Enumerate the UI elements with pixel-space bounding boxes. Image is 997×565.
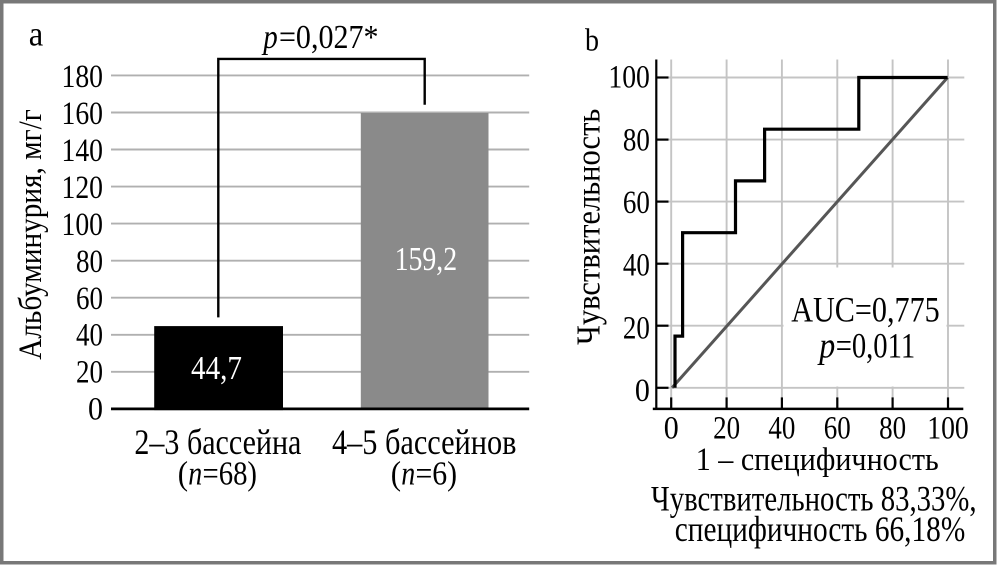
svg-text:44,7: 44,7 xyxy=(191,350,242,387)
svg-text:=0,027*: =0,027* xyxy=(279,19,379,56)
svg-text:60: 60 xyxy=(824,411,851,447)
svg-text:140: 140 xyxy=(62,133,104,169)
svg-text:p: p xyxy=(817,325,836,365)
svg-text:20: 20 xyxy=(713,411,740,447)
svg-text:160: 160 xyxy=(62,96,104,132)
svg-text:1 – специфичность: 1 – специфичность xyxy=(696,442,939,478)
svg-text:80: 80 xyxy=(879,411,906,447)
svg-text:80: 80 xyxy=(76,244,103,280)
svg-text:60: 60 xyxy=(623,185,650,221)
svg-text:120: 120 xyxy=(62,170,104,206)
svg-text:n: n xyxy=(188,456,202,493)
svg-text:20: 20 xyxy=(76,355,103,391)
svg-text:180: 180 xyxy=(62,59,104,95)
svg-text:80: 80 xyxy=(623,122,650,158)
svg-text:100: 100 xyxy=(927,411,969,447)
svg-text:Чувствительность 83,33%,: Чувствительность 83,33%, xyxy=(651,479,977,519)
svg-text:=0,011: =0,011 xyxy=(836,325,916,365)
svg-text:Альбуминурия, мг/г: Альбуминурия, мг/г xyxy=(13,109,49,359)
svg-text:40: 40 xyxy=(76,318,103,354)
svg-text:0: 0 xyxy=(635,373,650,409)
svg-text:(: ( xyxy=(178,456,188,493)
svg-text:AUC=0,775: AUC=0,775 xyxy=(791,290,940,330)
svg-text:20: 20 xyxy=(623,310,650,346)
svg-text:100: 100 xyxy=(608,60,650,96)
svg-text:159,2: 159,2 xyxy=(395,241,458,278)
svg-text:Чувствительность: Чувствительность xyxy=(571,109,608,345)
svg-text:0: 0 xyxy=(88,392,103,428)
svg-text:40: 40 xyxy=(623,248,650,284)
svg-text:специфичность 66,18%: специфичность 66,18% xyxy=(675,509,966,549)
svg-text:4–5 бассейнов: 4–5 бассейнов xyxy=(332,422,517,462)
svg-text:2–3 бассейна: 2–3 бассейна xyxy=(134,422,301,462)
svg-text:(: ( xyxy=(391,456,401,493)
svg-text:=68): =68) xyxy=(203,456,258,493)
svg-text:n: n xyxy=(401,456,415,493)
svg-text:60: 60 xyxy=(76,281,103,317)
svg-text:a: a xyxy=(29,15,44,54)
svg-text:100: 100 xyxy=(62,207,104,243)
svg-text:p: p xyxy=(262,19,278,56)
svg-text:=6): =6) xyxy=(416,456,458,493)
svg-text:0: 0 xyxy=(664,411,679,447)
svg-text:40: 40 xyxy=(768,411,795,447)
svg-text:b: b xyxy=(585,22,599,58)
